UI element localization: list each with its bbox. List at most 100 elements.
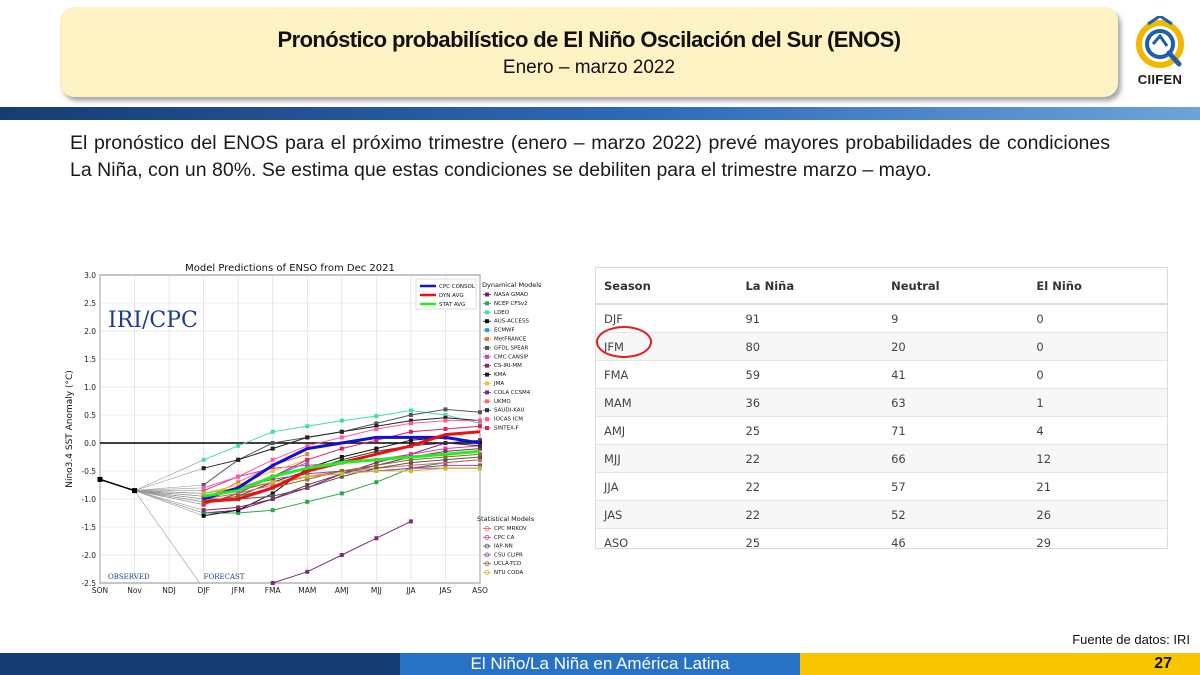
legend-entry: GFDL SPEAR: [494, 345, 529, 351]
series-cs-iri-mm-point: [443, 449, 448, 454]
series-ncep-cfsv2-point: [305, 499, 310, 504]
series-saudi-kau-point: [443, 441, 448, 445]
legend-entry: NCEP CFSv2: [494, 301, 528, 307]
series-cs-iri-mm-point: [305, 483, 310, 487]
series-cmc-cansip-point: [201, 488, 206, 493]
series-cmc-cansip-point: [305, 463, 310, 468]
y-tick-label: 0.0: [84, 439, 96, 448]
observed-line: [99, 478, 135, 492]
plume-line: [134, 490, 204, 511]
series-ncep-cfsv2-point: [339, 491, 344, 496]
legend-statistical-title: Statistical Models: [477, 515, 535, 523]
x-tick-label: DJF: [197, 586, 209, 595]
series-ucla-tcd-point: [305, 477, 310, 482]
series-cs-iri-mm-point: [201, 508, 206, 513]
y-tick-label: 2.0: [84, 327, 96, 336]
y-axis-label: Nino3.4 SST Anomaly (°C): [65, 370, 75, 488]
series-ldeo-point: [443, 413, 448, 417]
series-kma-point: [236, 457, 241, 462]
series-aus-access-point: [201, 513, 206, 518]
series-gfdl-spear-point: [408, 413, 413, 417]
series-jma-point: [270, 469, 275, 473]
series-ucla-tcd-point: [374, 463, 379, 468]
logo-text: CIIFEN: [1137, 72, 1183, 87]
series-kma-point: [201, 466, 206, 471]
legend-entry: AUS-ACCESS: [494, 319, 529, 325]
y-tick-label: -0.5: [81, 467, 96, 476]
y-tick-label: 2.5: [84, 299, 96, 308]
series-iocas-icm-point: [478, 418, 482, 423]
legend-entry: LDEO: [494, 310, 510, 316]
series-cpc-ca-point: [201, 494, 206, 499]
table-cell: 4: [1028, 416, 1167, 445]
series-metfrance-point: [305, 452, 310, 457]
legend-entry: JMA: [493, 381, 504, 387]
legend-entry: COLA CCSM4: [494, 390, 531, 396]
legend-entry: UKMO: [494, 399, 511, 405]
series-ncep-cfsv2-point: [374, 480, 379, 485]
series-ucla-tcd-point: [478, 452, 482, 457]
table-cell: FMA: [596, 360, 738, 389]
series-sintex-f-point: [443, 427, 448, 431]
table-cell: 71: [883, 416, 1029, 445]
observed-point: [97, 476, 103, 482]
x-tick-label: MAM: [298, 586, 316, 595]
x-tick-label: MJJ: [371, 586, 382, 595]
legend-entry: CS-IRI-MM: [494, 363, 522, 369]
series-iap-nn-point: [408, 460, 413, 465]
table-row: JFM 80 20 0: [596, 332, 1167, 361]
series-cpc-mrkov-point: [236, 491, 241, 496]
series-iap-nn-point: [339, 474, 344, 479]
series-iocas-icm-point: [408, 421, 413, 426]
table-cell: 22: [737, 500, 884, 529]
series-aus-access-point: [270, 491, 275, 496]
legend-entry: CMC CANSIP: [494, 354, 529, 360]
series-cola-ccsm4-point: [374, 536, 379, 541]
ciifen-emblem-icon: [1136, 14, 1184, 68]
legend-entry: CPC CA: [494, 535, 515, 541]
table-cell: MJJ: [596, 444, 738, 473]
x-tick-label: JFM: [231, 586, 245, 595]
x-tick-label: JJA: [405, 586, 416, 595]
series-iap-nn-point: [478, 455, 482, 459]
table-cell: 21: [1028, 472, 1167, 501]
footer-left-segment: [0, 653, 400, 675]
table-cell: 22: [737, 472, 884, 501]
x-tick-label: NDJ: [162, 586, 176, 595]
table-cell: 52: [883, 500, 1029, 529]
series-nasa-gmao-point: [374, 460, 379, 465]
series-ldeo-point: [201, 457, 206, 462]
series-cola-ccsm4-point: [339, 553, 344, 557]
forecast-label: FORECAST: [204, 573, 245, 581]
iri-cpc-watermark: IRI/CPC: [108, 308, 198, 333]
series-cola-ccsm4-point: [270, 581, 275, 585]
series-ldeo-point: [305, 424, 310, 429]
table-cell: 59: [737, 360, 884, 389]
table-cell: 57: [883, 472, 1029, 501]
table-cell: 9: [883, 303, 1029, 333]
series-ucla-tcd-point: [408, 457, 413, 462]
table-row: FMA 59 41 0: [596, 360, 1167, 389]
series-ntu-coda-point: [201, 491, 206, 496]
table-cell: 20: [883, 332, 1029, 361]
series-csu-clipr-point: [478, 463, 482, 468]
legend-entry: CPC MRKOV: [494, 526, 527, 532]
series-csu-clipr-point: [408, 466, 413, 471]
series-ldeo-point: [339, 418, 344, 423]
table-cell: ASO: [596, 528, 738, 556]
series-aus-access-point: [236, 508, 241, 513]
series-aus-access-point: [374, 446, 379, 451]
plume-line: [134, 490, 204, 494]
legend-entry: NTU CODA: [494, 570, 524, 576]
plume-line: [134, 490, 204, 503]
y-tick-label: 1.5: [84, 355, 96, 364]
series-ecmwf-point: [305, 460, 310, 465]
column-header-season: Season: [596, 268, 738, 305]
table-row: JAS 22 52 26: [596, 500, 1167, 529]
series-cola-ccsm4-point: [305, 569, 310, 574]
series-ucla-tcd-point: [236, 494, 241, 499]
series-ldeo-point: [408, 408, 413, 413]
series-kma-point: [374, 424, 379, 429]
series-sintex-f-point: [339, 446, 344, 451]
legend-dynamical-title: Dynamical Models: [482, 281, 542, 289]
